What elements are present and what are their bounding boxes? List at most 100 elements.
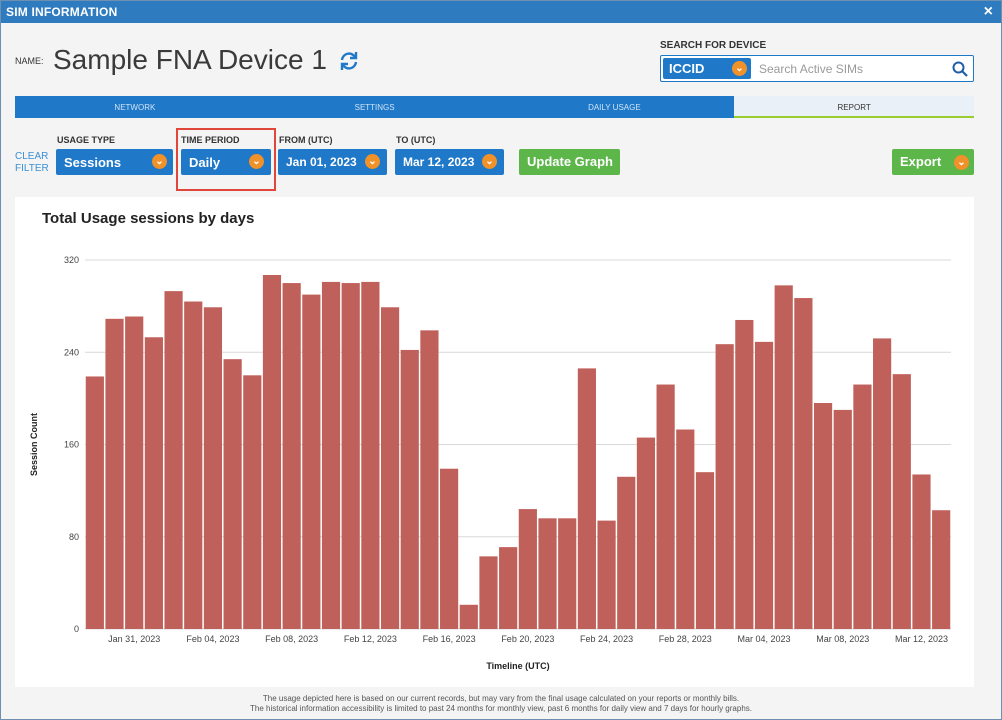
x-tick-label: Feb 16, 2023 <box>423 634 476 644</box>
x-tick-label: Feb 24, 2023 <box>580 634 633 644</box>
tab-bar: NETWORK SETTINGS DAILY USAGE REPORT <box>15 96 974 118</box>
time-period-highlight <box>176 128 276 191</box>
bar <box>833 409 852 629</box>
bar <box>125 316 144 629</box>
footer-disclaimer: The usage depicted here is based on our … <box>1 694 1001 714</box>
refresh-icon[interactable] <box>337 49 361 73</box>
tab-settings[interactable]: SETTINGS <box>354 103 395 112</box>
x-tick-label: Jan 31, 2023 <box>108 634 160 644</box>
footer-line-2: The historical information accessibility… <box>249 704 752 713</box>
device-name-label: NAME: <box>15 56 44 66</box>
bar <box>912 474 931 629</box>
bar <box>420 330 439 629</box>
sessions-bar-chart: 0 80 160 240 320 Jan 31, 2023 Feb 04, 2023 Feb … <box>29 255 951 671</box>
x-tick-label: Mar 08, 2023 <box>816 634 869 644</box>
chevron-down-icon: ⌄ <box>365 154 380 169</box>
chevron-down-icon: ⌄ <box>954 155 969 170</box>
search-icon[interactable] <box>951 60 969 78</box>
tab-daily-usage[interactable]: DAILY USAGE <box>588 103 641 112</box>
bar <box>282 283 301 629</box>
search-input[interactable] <box>757 59 937 78</box>
x-tick-label: Mar 12, 2023 <box>895 634 948 644</box>
x-tick-label: Feb 12, 2023 <box>344 634 397 644</box>
bar <box>321 281 341 629</box>
bar <box>184 301 203 629</box>
usage-type-value: Sessions <box>64 155 122 170</box>
bar <box>499 547 518 629</box>
bar <box>479 556 498 629</box>
bar <box>440 468 459 629</box>
bar <box>538 518 557 629</box>
to-date-select[interactable]: Mar 12, 2023 ⌄ <box>395 149 504 175</box>
bar <box>518 509 537 629</box>
x-axis-label: Timeline (UTC) <box>486 661 549 671</box>
bar <box>735 319 754 629</box>
search-type-select[interactable]: ICCID ⌄ <box>663 58 751 79</box>
usage-type-select[interactable]: Sessions ⌄ <box>56 149 173 175</box>
bar <box>813 402 833 629</box>
x-tick-label: Feb 20, 2023 <box>501 634 554 644</box>
to-date-label: TO (UTC) <box>396 135 436 145</box>
from-date-value: Jan 01, 2023 <box>286 155 357 169</box>
bar <box>302 294 321 629</box>
bar <box>853 384 872 629</box>
bar <box>85 376 104 629</box>
time-period-value: Daily <box>189 155 221 170</box>
bar <box>656 384 675 629</box>
close-icon[interactable]: × <box>983 3 993 20</box>
export-label: Export <box>900 154 942 169</box>
export-button[interactable]: Export ⌄ <box>892 149 974 175</box>
y-tick-label: 0 <box>74 624 79 634</box>
y-tick-label: 80 <box>69 532 79 542</box>
update-graph-button[interactable]: Update Graph <box>519 149 620 175</box>
from-date-label: FROM (UTC) <box>279 135 333 145</box>
y-axis-label: Session Count <box>29 413 39 476</box>
time-period-select[interactable]: Daily ⌄ <box>181 149 271 175</box>
bar <box>754 341 774 629</box>
time-period-label: TIME PERIOD <box>181 135 240 145</box>
bar <box>105 318 124 629</box>
tab-report[interactable]: REPORT <box>734 96 974 118</box>
bar <box>636 437 656 629</box>
chevron-down-icon: ⌄ <box>249 154 264 169</box>
bar <box>459 604 478 629</box>
bar <box>873 338 892 629</box>
y-tick-label: 160 <box>64 440 79 450</box>
window-title: SIM INFORMATION <box>6 5 118 19</box>
y-tick-label: 240 <box>64 347 79 357</box>
search-type-value: ICCID <box>669 61 705 76</box>
tab-network[interactable]: NETWORK <box>114 103 156 112</box>
bar <box>262 274 282 629</box>
bar <box>597 520 616 629</box>
bar <box>676 429 695 629</box>
chevron-down-icon: ⌄ <box>152 154 167 169</box>
bar <box>892 374 911 629</box>
bar <box>243 375 262 629</box>
device-search: ICCID ⌄ <box>660 55 974 82</box>
bar <box>361 281 380 629</box>
bar <box>577 368 596 629</box>
x-tick-label: Feb 08, 2023 <box>265 634 318 644</box>
bar <box>380 307 400 629</box>
bar <box>341 283 360 629</box>
footer-line-1: The usage depicted here is based on our … <box>262 694 740 703</box>
from-date-select[interactable]: Jan 01, 2023 ⌄ <box>278 149 387 175</box>
y-tick-label: 320 <box>64 255 79 265</box>
clear-filter-link[interactable]: CLEAR FILTER <box>15 151 49 174</box>
chevron-down-icon: ⌄ <box>482 154 497 169</box>
bar <box>203 307 223 629</box>
to-date-value: Mar 12, 2023 <box>403 155 475 169</box>
search-label: SEARCH FOR DEVICE <box>660 40 767 51</box>
chart-title: Total Usage sessions by days <box>42 210 255 227</box>
window-titlebar: SIM INFORMATION × <box>1 1 1001 23</box>
x-tick-label: Mar 04, 2023 <box>737 634 790 644</box>
bar <box>400 349 419 629</box>
bar <box>223 359 242 629</box>
bar <box>558 518 577 629</box>
bar <box>695 472 715 629</box>
x-tick-label: Feb 28, 2023 <box>659 634 712 644</box>
bar <box>144 337 163 629</box>
bar <box>617 476 636 629</box>
usage-type-label: USAGE TYPE <box>57 135 116 145</box>
